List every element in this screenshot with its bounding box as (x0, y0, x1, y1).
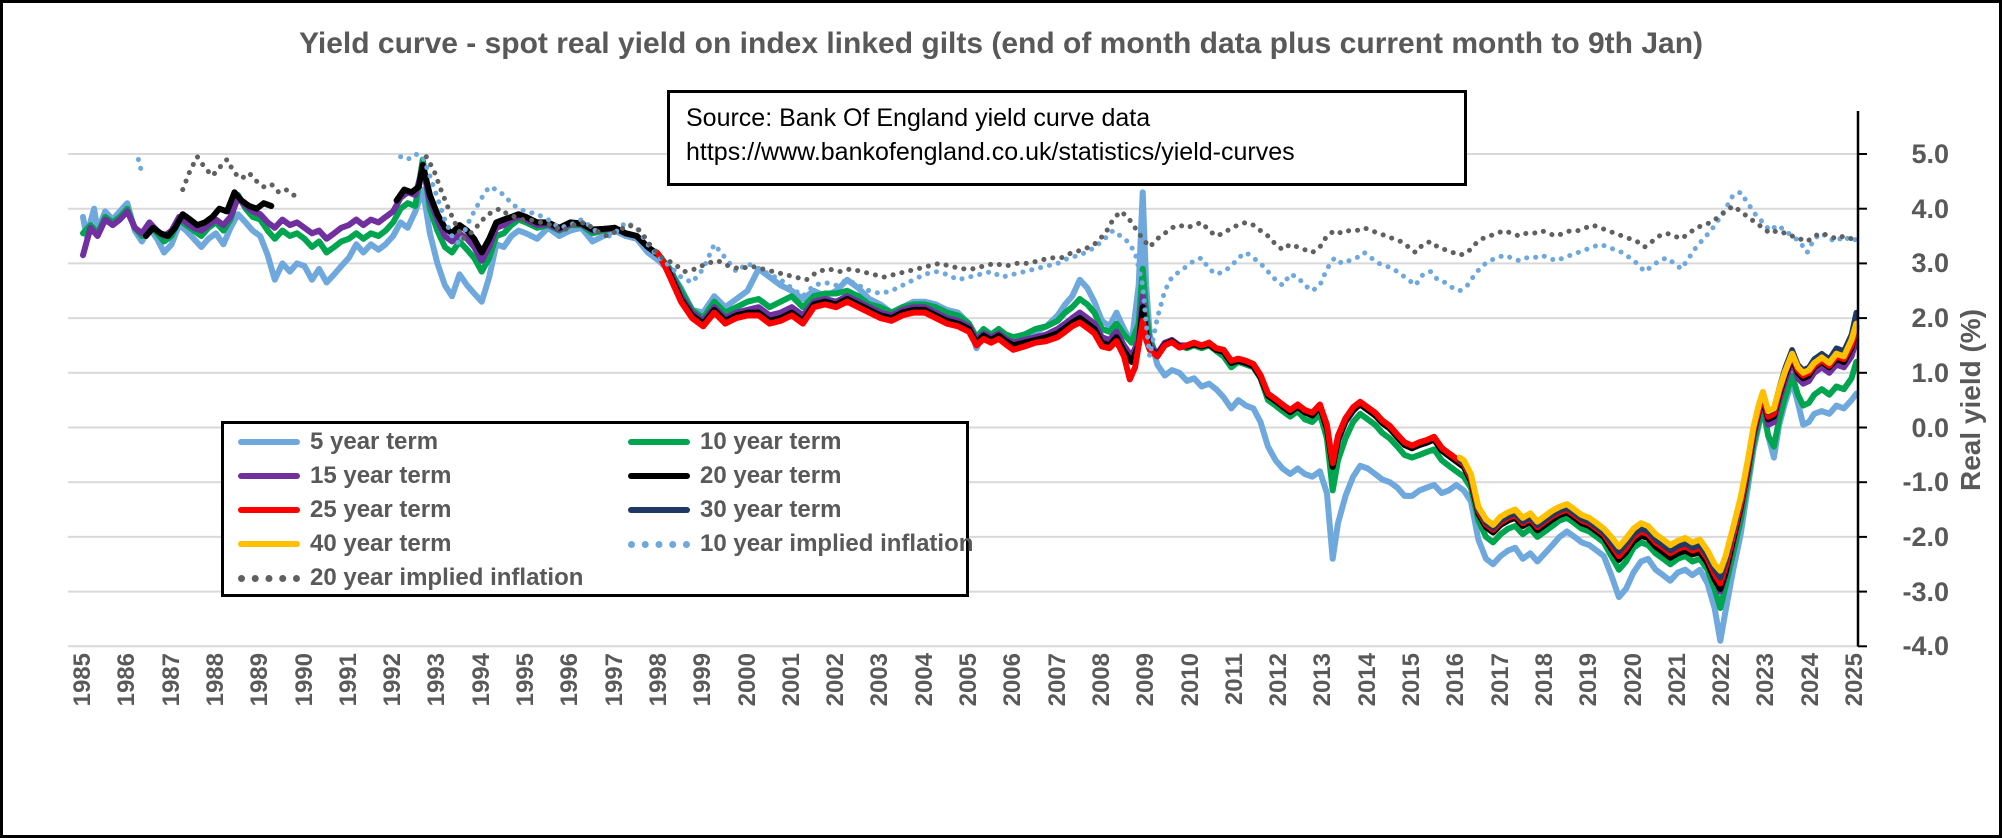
legend-item-40-year-term: 40 year term (224, 530, 614, 558)
x-year-label-1994: 1994 (467, 653, 495, 707)
x-year-label-1996: 1996 (556, 653, 584, 707)
x-year-label-2003: 2003 (866, 653, 894, 707)
legend-label: 10 year implied inflation (700, 530, 974, 557)
x-year-label-2007: 2007 (1043, 653, 1071, 707)
source-text-line1: Source: Bank Of England yield curve data (686, 104, 1151, 132)
legend-swatch-40-year-term-line-icon (238, 541, 300, 547)
x-year-label-2011: 2011 (1220, 653, 1248, 706)
x-year-label-2017: 2017 (1486, 653, 1514, 707)
x-year-label-2012: 2012 (1265, 653, 1293, 707)
y-tick-label-3.0: 3.0 (1911, 248, 1949, 279)
x-year-label-2000: 2000 (733, 653, 761, 707)
x-year-label-2023: 2023 (1752, 653, 1780, 707)
x-year-label-2002: 2002 (822, 653, 850, 707)
y-axis-title: Real yield (%) (1955, 308, 1986, 492)
legend-swatch-25-year-term-line-icon (238, 507, 300, 513)
legend-swatch-20-year-term-line-icon (628, 473, 690, 479)
legend-swatch-20-year-implied-inflation-dotted-line-icon (238, 574, 300, 582)
x-year-label-2021: 2021 (1663, 653, 1691, 707)
series-5-year-term (80, 186, 1860, 644)
x-year-label-2022: 2022 (1708, 653, 1736, 707)
source-box: Source: Bank Of England yield curve data… (667, 90, 1467, 186)
legend-swatch-15-year-term-line-icon (238, 473, 300, 479)
legend-swatch-10-year-implied-inflation-dotted-line-icon (628, 540, 690, 548)
x-year-label-2009: 2009 (1132, 653, 1160, 707)
x-year-label-2020: 2020 (1619, 653, 1647, 707)
x-year-label-2001: 2001 (777, 653, 805, 707)
x-year-label-1999: 1999 (689, 653, 717, 707)
y-tick-label--1.0: -1.0 (1902, 467, 1949, 498)
legend-swatch-30-year-term-line-icon (628, 507, 690, 513)
source-text-line2: https://www.bankofengland.co.uk/statisti… (686, 138, 1295, 166)
legend-label: 20 year term (700, 462, 842, 489)
x-year-label-1988: 1988 (201, 653, 229, 707)
x-year-label-1986: 1986 (113, 653, 141, 707)
legend-label: 15 year term (310, 462, 452, 489)
x-year-label-2006: 2006 (999, 653, 1027, 707)
x-year-label-2025: 2025 (1841, 653, 1868, 707)
x-year-label-2010: 2010 (1176, 653, 1204, 707)
legend-label: 20 year implied inflation (310, 564, 584, 591)
x-year-label-1991: 1991 (334, 653, 362, 707)
legend-swatch-10-year-term-line-icon (628, 439, 690, 445)
legend-item-25-year-term: 25 year term (224, 496, 614, 524)
series-10-year-term (80, 156, 1860, 611)
x-year-label-2015: 2015 (1398, 653, 1425, 707)
series-20-year-implied-inflation-seg1 (180, 154, 303, 201)
legend-item-20-year-implied-inflation: 20 year implied inflation (224, 564, 614, 592)
x-year-label-1987: 1987 (157, 653, 185, 707)
x-year-label-2019: 2019 (1575, 653, 1603, 707)
y-tick-label-2.0: 2.0 (1911, 303, 1949, 334)
legend-label: 25 year term (310, 496, 452, 523)
series-20-year-implied-inflation-seg2 (423, 154, 1859, 283)
y-tick-label-0.0: 0.0 (1911, 412, 1949, 443)
y-tick-label-1.0: 1.0 (1911, 357, 1949, 388)
y-tick-label--4.0: -4.0 (1902, 631, 1949, 662)
legend-item-30-year-term: 30 year term (614, 496, 973, 524)
x-year-label-2013: 2013 (1309, 653, 1337, 707)
legend-label: 10 year term (700, 428, 842, 455)
x-year-label-1997: 1997 (600, 653, 628, 707)
x-year-label-1992: 1992 (379, 653, 407, 707)
x-year-label-1985: 1985 (69, 653, 96, 707)
series-40-year-term (1456, 320, 1860, 574)
x-year-label-1995: 1995 (512, 653, 539, 707)
x-year-label-2024: 2024 (1796, 653, 1824, 707)
x-year-label-1990: 1990 (290, 653, 318, 707)
x-year-label-2014: 2014 (1353, 653, 1381, 707)
legend-label: 30 year term (700, 496, 842, 523)
legend-item-5-year-term: 5 year term (224, 428, 614, 456)
x-year-label-2018: 2018 (1530, 653, 1558, 707)
legend-label: 40 year term (310, 530, 452, 557)
legend-item-20-year-term: 20 year term (614, 462, 973, 490)
x-year-label-2016: 2016 (1442, 653, 1470, 707)
x-year-label-2004: 2004 (910, 653, 938, 707)
y-tick-label-4.0: 4.0 (1911, 193, 1949, 224)
legend-label: 5 year term (310, 428, 439, 455)
chart-title: Yield curve - spot real yield on index l… (298, 27, 1704, 60)
y-tick-label-5.0: 5.0 (1911, 139, 1949, 169)
series-20-year-term-seg1 (142, 189, 275, 239)
legend-item-10-year-implied-inflation: 10 year implied inflation (614, 530, 973, 558)
legend-item-15-year-term: 15 year term (224, 462, 614, 490)
x-year-label-2005: 2005 (955, 653, 982, 707)
x-year-label-1989: 1989 (246, 653, 274, 707)
legend-swatch-5-year-term-line-icon (238, 439, 300, 445)
x-year-label-1998: 1998 (644, 653, 672, 707)
series-10-year-implied-inflation-seg1 (135, 157, 145, 176)
x-year-label-2008: 2008 (1087, 653, 1115, 707)
legend: 5 year term 10 year term 15 year term 20 ye… (221, 421, 973, 597)
y-tick-label--2.0: -2.0 (1902, 521, 1949, 552)
y-tick-label--3.0: -3.0 (1902, 576, 1949, 607)
x-year-label-1993: 1993 (423, 653, 451, 707)
legend-item-10-year-term: 10 year term (614, 428, 973, 456)
